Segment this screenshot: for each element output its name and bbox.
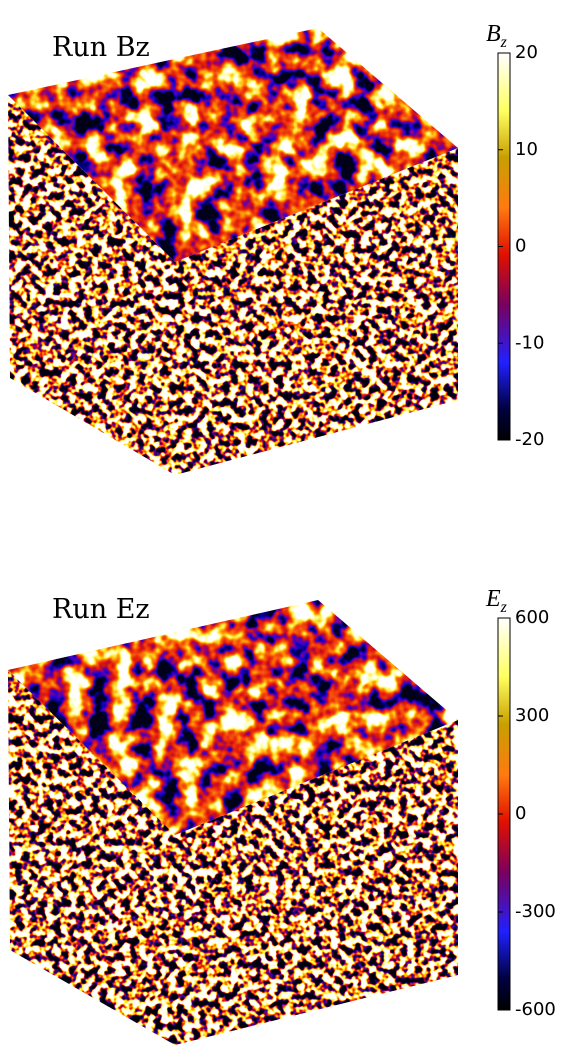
colorbar-label: Bz xyxy=(486,21,508,51)
colorbar-tick-label: 0 xyxy=(515,803,526,824)
cube-1 xyxy=(8,28,458,475)
colorbar-tick-label: -10 xyxy=(515,332,544,353)
colorbar-label-letter: E xyxy=(485,586,501,612)
colorbar-tick-label: -600 xyxy=(515,999,556,1020)
cube-2 xyxy=(8,600,458,1045)
colorbar-label: Ez xyxy=(485,586,508,616)
colorbar-tick-label: 600 xyxy=(515,607,549,628)
colorbar-label-subscript: z xyxy=(500,599,508,616)
panel-title: Run Ez xyxy=(52,594,150,625)
colorbar-label-letter: B xyxy=(486,21,501,47)
colorbar-tick-label: 20 xyxy=(515,42,538,63)
colorbar-tick-label: 10 xyxy=(515,139,538,160)
panel-title: Run Bz xyxy=(52,32,150,63)
colorbar-label-subscript: z xyxy=(500,34,508,51)
colorbar-tick-label: 300 xyxy=(515,705,549,726)
colorbar-tick-label: -300 xyxy=(515,901,556,922)
colorbar-tick-label: 0 xyxy=(515,236,526,257)
colorbar-tick-label: -20 xyxy=(515,429,544,450)
